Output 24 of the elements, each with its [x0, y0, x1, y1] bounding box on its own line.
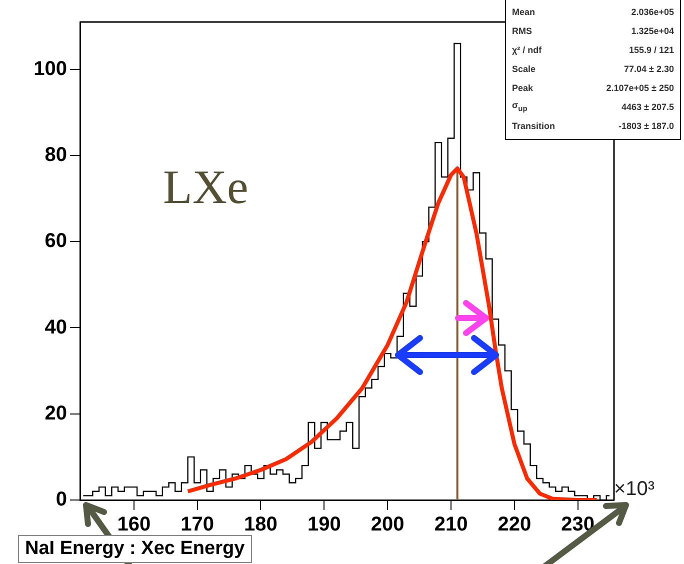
- text: Mean 2.036e+05: [512, 6, 674, 16]
- text: σ$_{up}$ 4463 ± 207.5: [512, 100, 674, 113]
- x-tick-label: 180: [244, 514, 278, 536]
- x-tick-label: 190: [307, 514, 341, 536]
- y-tick-label: 60: [44, 230, 67, 252]
- x-tick-label: 210: [434, 514, 468, 536]
- y-tick-label: 0: [56, 488, 67, 511]
- text: RMS 1.325e+04: [512, 26, 674, 36]
- text: Transition -1803 ± 187.0: [512, 120, 674, 130]
- annotation: ×10³: [614, 478, 655, 501]
- text: Scale 77.04 ± 2.30: [512, 64, 674, 74]
- y-tick-label: 20: [44, 402, 67, 424]
- x-tick-label: 160: [117, 514, 151, 536]
- x-tick-label: 170: [180, 514, 214, 536]
- annotation: LXe: [163, 160, 248, 215]
- text: Peak 2.107e+05 ± 250: [512, 82, 674, 92]
- y-tick-label: 80: [44, 144, 67, 166]
- x-tick-label: 220: [498, 514, 532, 536]
- y-tick-label: 40: [44, 316, 67, 338]
- x-tick-label: 200: [370, 514, 404, 536]
- text: NaI Energy : Xec Energy: [18, 535, 252, 563]
- y-tick-label: 100: [34, 58, 67, 80]
- text: χ² / ndf 155.9 / 121: [512, 44, 674, 54]
- x-tick-label: 230: [561, 514, 595, 536]
